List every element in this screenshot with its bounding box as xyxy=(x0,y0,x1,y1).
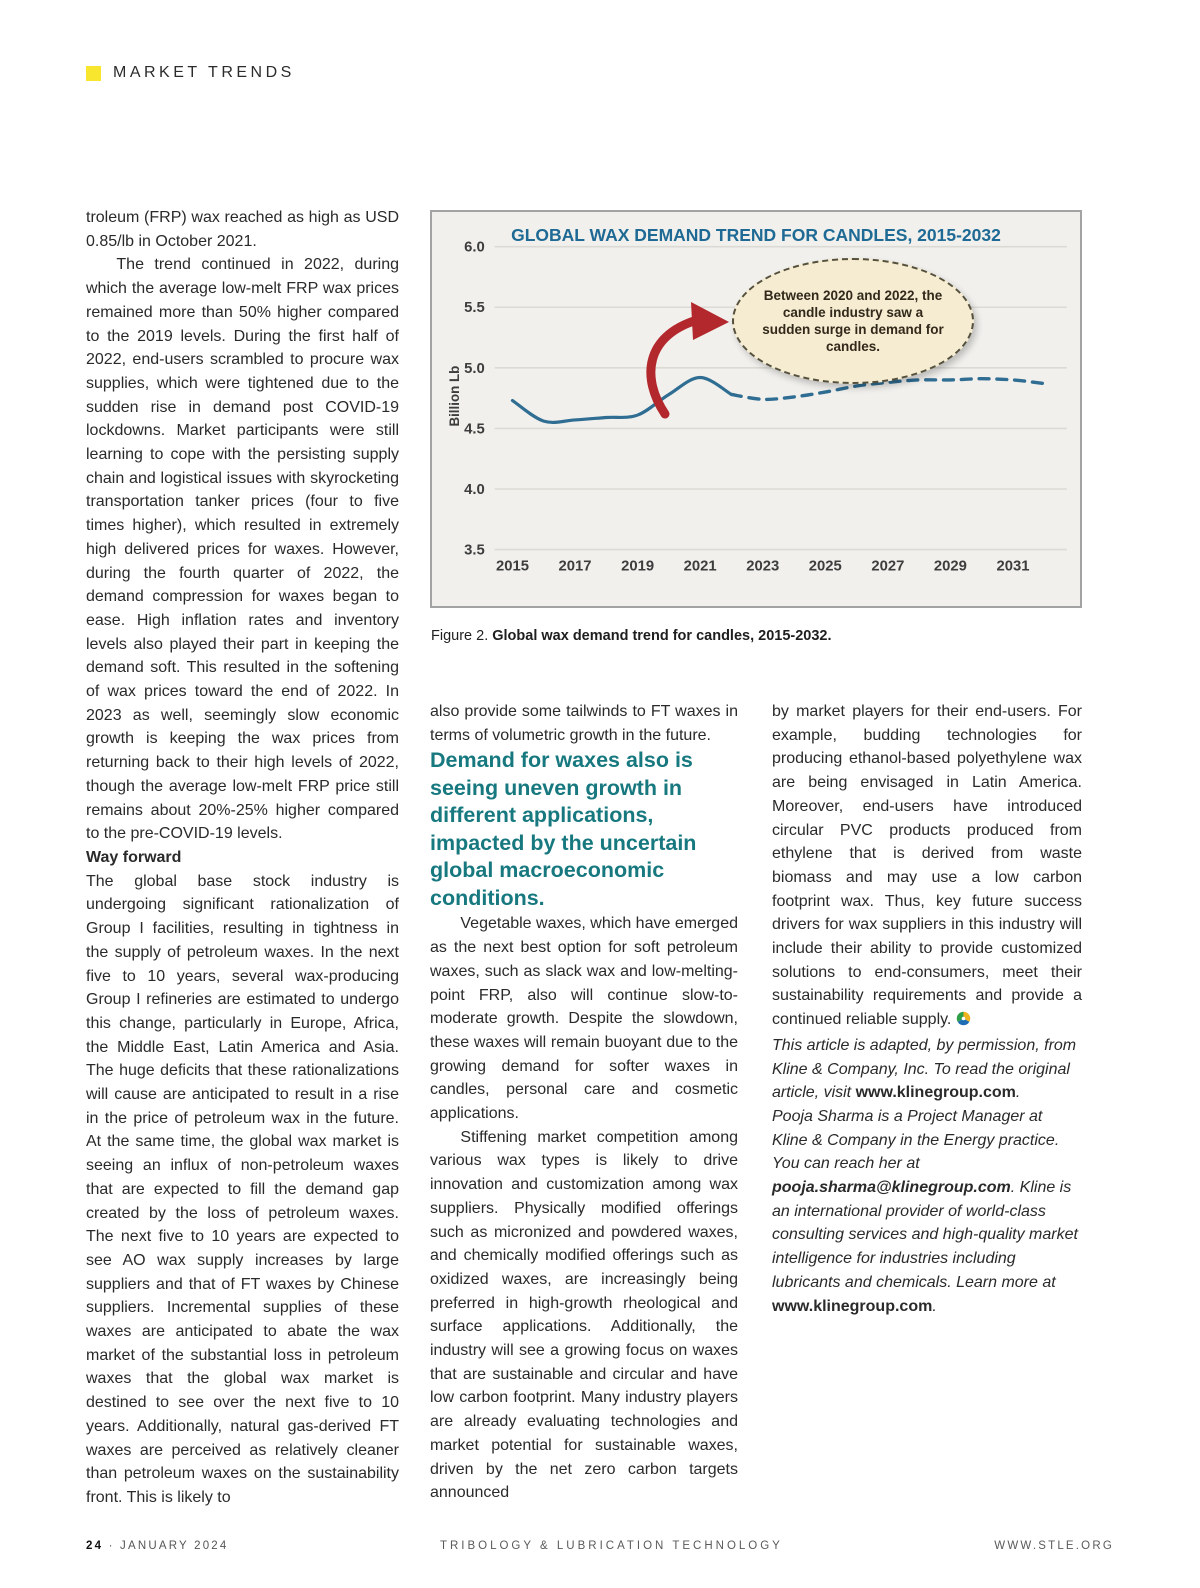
x-tick-label: 2015 xyxy=(496,558,529,574)
paragraph: The trend continued in 2022, during whic… xyxy=(86,256,399,843)
figure-panel: 3.5 4.0 4.5 5.0 5.5 6.0 2015 2017 2019 2021 2023 20… xyxy=(430,210,1082,608)
section-title: MARKET TRENDS xyxy=(113,64,295,81)
note-suffix: . xyxy=(1015,1084,1021,1102)
journal-name: TRIBOLOGY & LUBRICATION TECHNOLOGY xyxy=(439,1540,783,1552)
pull-quote: Demand for waxes also is seeing uneven g… xyxy=(430,748,697,910)
chart-annotation: Between 2020 and 2022, the candle indust… xyxy=(732,258,974,384)
figure-caption: Figure 2. Global wax demand trend for ca… xyxy=(431,628,1083,644)
kline-url: www.klinegroup.com xyxy=(772,1297,933,1315)
y-tick-label: 6.0 xyxy=(464,240,485,256)
paragraph: by market players for their end-users. F… xyxy=(772,700,1082,1034)
author-email: pooja.sharma@klinegroup.com xyxy=(772,1179,1011,1197)
column-middle: also provide some tailwinds to FT waxes … xyxy=(430,700,738,1505)
forecast-line xyxy=(729,377,1046,402)
page-footer: 24 · JANUARY 2024 TRIBOLOGY & LUBRICATIO… xyxy=(86,1540,1114,1552)
note-text: . Kline is an international provider of … xyxy=(772,1179,1078,1291)
y-tick-label: 5.0 xyxy=(464,361,485,377)
y-tick-label: 4.5 xyxy=(464,421,485,437)
x-tick-label: 2019 xyxy=(621,558,654,574)
x-tick-label: 2031 xyxy=(996,558,1029,574)
x-tick-label: 2025 xyxy=(809,558,842,574)
attribution-note: This article is adapted, by permission, … xyxy=(772,1034,1082,1105)
y-axis-label: Billion Lb xyxy=(447,366,462,427)
column-left: troleum (FRP) wax reached as high as USD… xyxy=(86,206,399,1510)
footer-separator: · xyxy=(108,1540,115,1552)
note-text: This article is adapted, by permission, … xyxy=(772,1036,1077,1102)
chart-title: GLOBAL WAX DEMAND TREND FOR CANDLES, 201… xyxy=(511,225,1001,245)
paragraph: Stiffening market competition among vari… xyxy=(430,1128,738,1502)
y-tick-label: 5.5 xyxy=(464,300,485,316)
caption-figure-label: Figure 2. xyxy=(431,628,493,644)
x-tick-label: 2027 xyxy=(871,558,904,574)
paragraph: also provide some tailwinds to FT waxes … xyxy=(430,703,738,744)
kline-url: www.klinegroup.com xyxy=(855,1084,1016,1102)
x-tick-label: 2021 xyxy=(684,558,717,574)
website-url: WWW.STLE.ORG xyxy=(994,1540,1114,1552)
note-suffix: . xyxy=(932,1297,937,1315)
column-right: by market players for their end-users. F… xyxy=(772,700,1082,1318)
x-tick-label: 2017 xyxy=(559,558,592,574)
y-tick-label: 3.5 xyxy=(464,543,485,559)
x-tick-label: 2023 xyxy=(746,558,779,574)
end-of-article-icon xyxy=(956,1010,971,1034)
author-note: Pooja Sharma is a Project Manager at Kli… xyxy=(772,1105,1082,1318)
annotation-arrow-icon xyxy=(646,302,729,419)
x-tick-label: 2029 xyxy=(934,558,967,574)
section-header: MARKET TRENDS xyxy=(86,64,295,82)
paragraph-text: by market players for their end-users. F… xyxy=(772,703,1082,1029)
footer-left: 24 · JANUARY 2024 xyxy=(86,1540,229,1552)
page-number: 24 xyxy=(86,1540,104,1552)
note-text: Pooja Sharma is a Project Manager at Kli… xyxy=(772,1107,1060,1173)
y-tick-label: 4.0 xyxy=(464,482,485,498)
paragraph: The global base stock industry is underg… xyxy=(86,872,399,1506)
issue-date: JANUARY 2024 xyxy=(120,1540,229,1552)
paragraph: Vegetable waxes, which have emerged as t… xyxy=(430,915,738,1123)
paragraph: troleum (FRP) wax reached as high as USD… xyxy=(86,209,399,250)
section-marker-icon xyxy=(86,65,101,81)
caption-text: Global wax demand trend for candles, 201… xyxy=(492,628,832,644)
way-forward-heading: Way forward xyxy=(86,848,182,866)
historical-line xyxy=(510,375,734,424)
